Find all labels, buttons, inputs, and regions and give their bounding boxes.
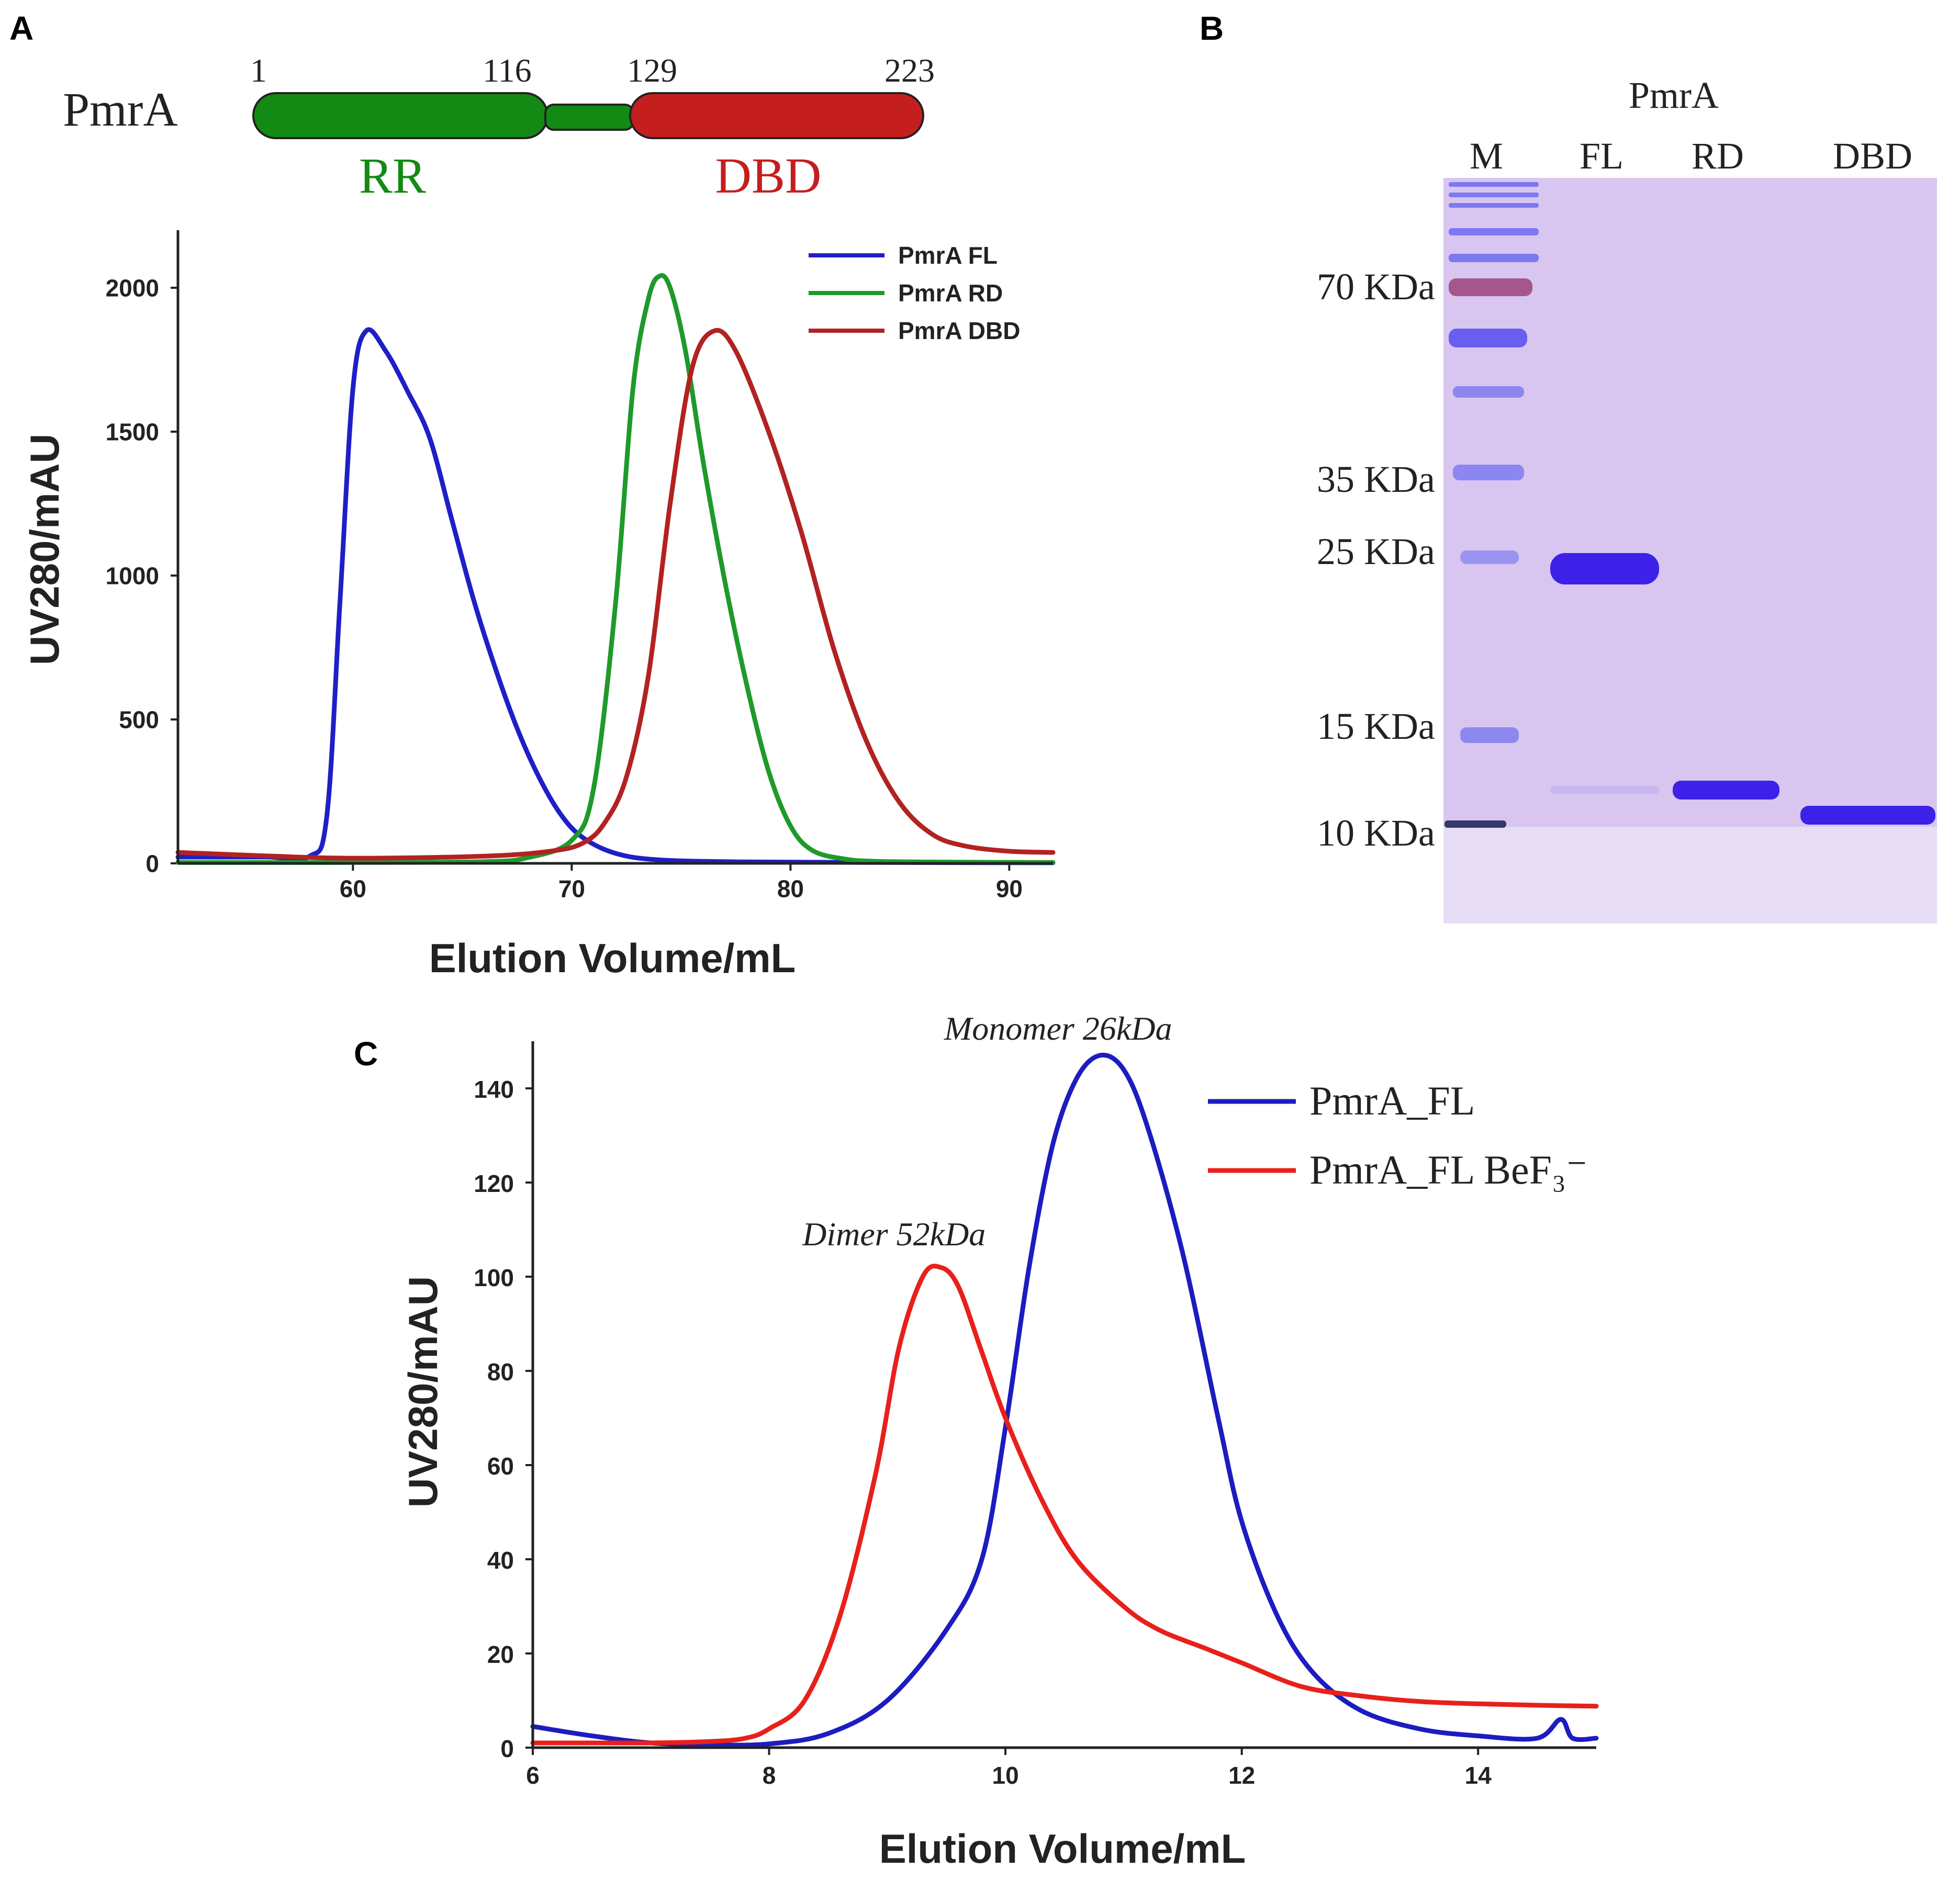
- ladder-band: [1449, 182, 1539, 187]
- y-tick-label: 80: [487, 1358, 514, 1386]
- marker-label-70: 70 KDa: [1317, 266, 1435, 308]
- x-tick-label: 8: [763, 1762, 776, 1789]
- gel-lane-label-rd: RD: [1692, 135, 1744, 177]
- y-tick-label: 20: [487, 1641, 514, 1668]
- dbd-domain-box: [629, 92, 924, 139]
- annotation-dimer: Dimer 52kDa: [802, 1215, 985, 1253]
- chart-c-lines: [530, 1052, 1599, 1748]
- series-line-pmra-rd: [175, 273, 1056, 865]
- domain-diagram: PmrA 1 116 129 223 RR DBD: [63, 52, 935, 204]
- x-tick-label: 10: [992, 1762, 1019, 1789]
- residue-label-1: 1: [250, 52, 267, 89]
- residue-label-116: 116: [483, 52, 532, 89]
- marker-label-10: 10 KDa: [1317, 812, 1435, 854]
- rr-domain-box: [252, 92, 548, 139]
- ladder-band-70: [1449, 278, 1532, 296]
- chart-c-legend: PmrA_FL PmrA_FL BeF₃⁻: [1208, 1078, 1587, 1192]
- ladder-band-15: [1460, 727, 1519, 743]
- x-tick-label: 12: [1228, 1762, 1255, 1789]
- chart-a-legend: PmrA FL PmrA RD PmrA DBD: [809, 242, 1020, 344]
- y-tick-label: 120: [474, 1170, 514, 1197]
- chart-a: 60 70 80 90 0 500 1000 1500 2000 Elution Volume/…: [21, 230, 1056, 981]
- gel-panel: PmrA M FL RD DBD 70 KDa 35 KDa: [1317, 74, 1937, 924]
- band-dbd: [1800, 806, 1935, 825]
- chart-c-x-title: Elution Volume/mL: [879, 1826, 1246, 1872]
- rr-domain-label: RR: [359, 148, 426, 204]
- ladder-band: [1449, 203, 1539, 208]
- y-tick-label: 40: [487, 1547, 514, 1574]
- legend-a-label-fl: PmrA FL: [898, 242, 998, 269]
- residue-label-129: 129: [627, 52, 677, 89]
- marker-label-15: 15 KDa: [1317, 705, 1435, 747]
- x-tick-label: 90: [996, 875, 1023, 903]
- x-tick-label: 6: [526, 1762, 540, 1789]
- panel-letter-a: A: [9, 9, 33, 47]
- x-tick-label: 14: [1465, 1762, 1492, 1789]
- ladder-band: [1449, 193, 1539, 197]
- protein-name: PmrA: [63, 83, 178, 136]
- chart-a-ticks: 60 70 80 90 0 500 1000 1500 2000: [106, 275, 1023, 903]
- legend-a-label-rd: PmrA RD: [898, 279, 1003, 307]
- y-tick-label: 100: [474, 1264, 514, 1291]
- y-tick-label: 1000: [106, 562, 159, 590]
- band-rd: [1673, 781, 1779, 800]
- legend-c-label-fl: PmrA_FL: [1309, 1078, 1475, 1123]
- x-tick-label: 60: [340, 875, 366, 903]
- gel-header: PmrA: [1629, 74, 1719, 116]
- y-tick-label: 60: [487, 1453, 514, 1480]
- gel-lower-region: [1443, 827, 1937, 924]
- y-tick-label: 500: [119, 706, 159, 734]
- panel-letter-b: B: [1200, 9, 1224, 47]
- linker-box: [544, 104, 634, 131]
- gel-lane-label-m: M: [1470, 135, 1503, 177]
- gel-lane-label-dbd: DBD: [1833, 135, 1912, 177]
- residue-label-223: 223: [884, 52, 935, 89]
- series-line-pmra-dbd: [175, 328, 1056, 861]
- marker-ladder: [1444, 182, 1539, 828]
- legend-c-label-bef3: PmrA_FL BeF₃⁻: [1309, 1147, 1587, 1192]
- ladder-band: [1449, 254, 1539, 262]
- chart-a-x-title: Elution Volume/mL: [429, 935, 796, 981]
- band-fl: [1550, 553, 1659, 584]
- series-line-pmra-fl: [175, 327, 1056, 865]
- band-fl-faint: [1550, 786, 1659, 794]
- series-line-pmra-fl: [530, 1052, 1599, 1748]
- chart-c-y-title: UV280/mAU: [400, 1276, 446, 1507]
- chart-a-lines: [175, 273, 1056, 865]
- marker-label-25: 25 KDa: [1317, 531, 1435, 572]
- y-tick-label: 0: [500, 1735, 514, 1762]
- dbd-domain-label: DBD: [715, 148, 822, 204]
- y-tick-label: 0: [145, 850, 159, 877]
- marker-label-35: 35 KDa: [1317, 458, 1435, 500]
- ladder-band-10: [1444, 820, 1506, 828]
- panel-letter-c: C: [354, 1035, 378, 1073]
- gel-lane-label-fl: FL: [1580, 135, 1623, 177]
- series-line-pmra-fl-bef: [530, 1264, 1599, 1746]
- y-tick-label: 140: [474, 1076, 514, 1103]
- ladder-band-35: [1453, 465, 1524, 480]
- x-tick-label: 70: [558, 875, 585, 903]
- y-tick-label: 2000: [106, 275, 159, 302]
- annotation-monomer: Monomer 26kDa: [944, 1010, 1172, 1047]
- ladder-band: [1449, 228, 1539, 235]
- y-tick-label: 1500: [106, 419, 159, 446]
- ladder-band: [1449, 329, 1527, 347]
- ladder-band-25: [1460, 550, 1519, 564]
- chart-a-y-title: UV280/mAU: [21, 434, 68, 665]
- x-tick-label: 80: [777, 875, 804, 903]
- legend-a-label-dbd: PmrA DBD: [898, 317, 1020, 344]
- ladder-band: [1453, 386, 1524, 398]
